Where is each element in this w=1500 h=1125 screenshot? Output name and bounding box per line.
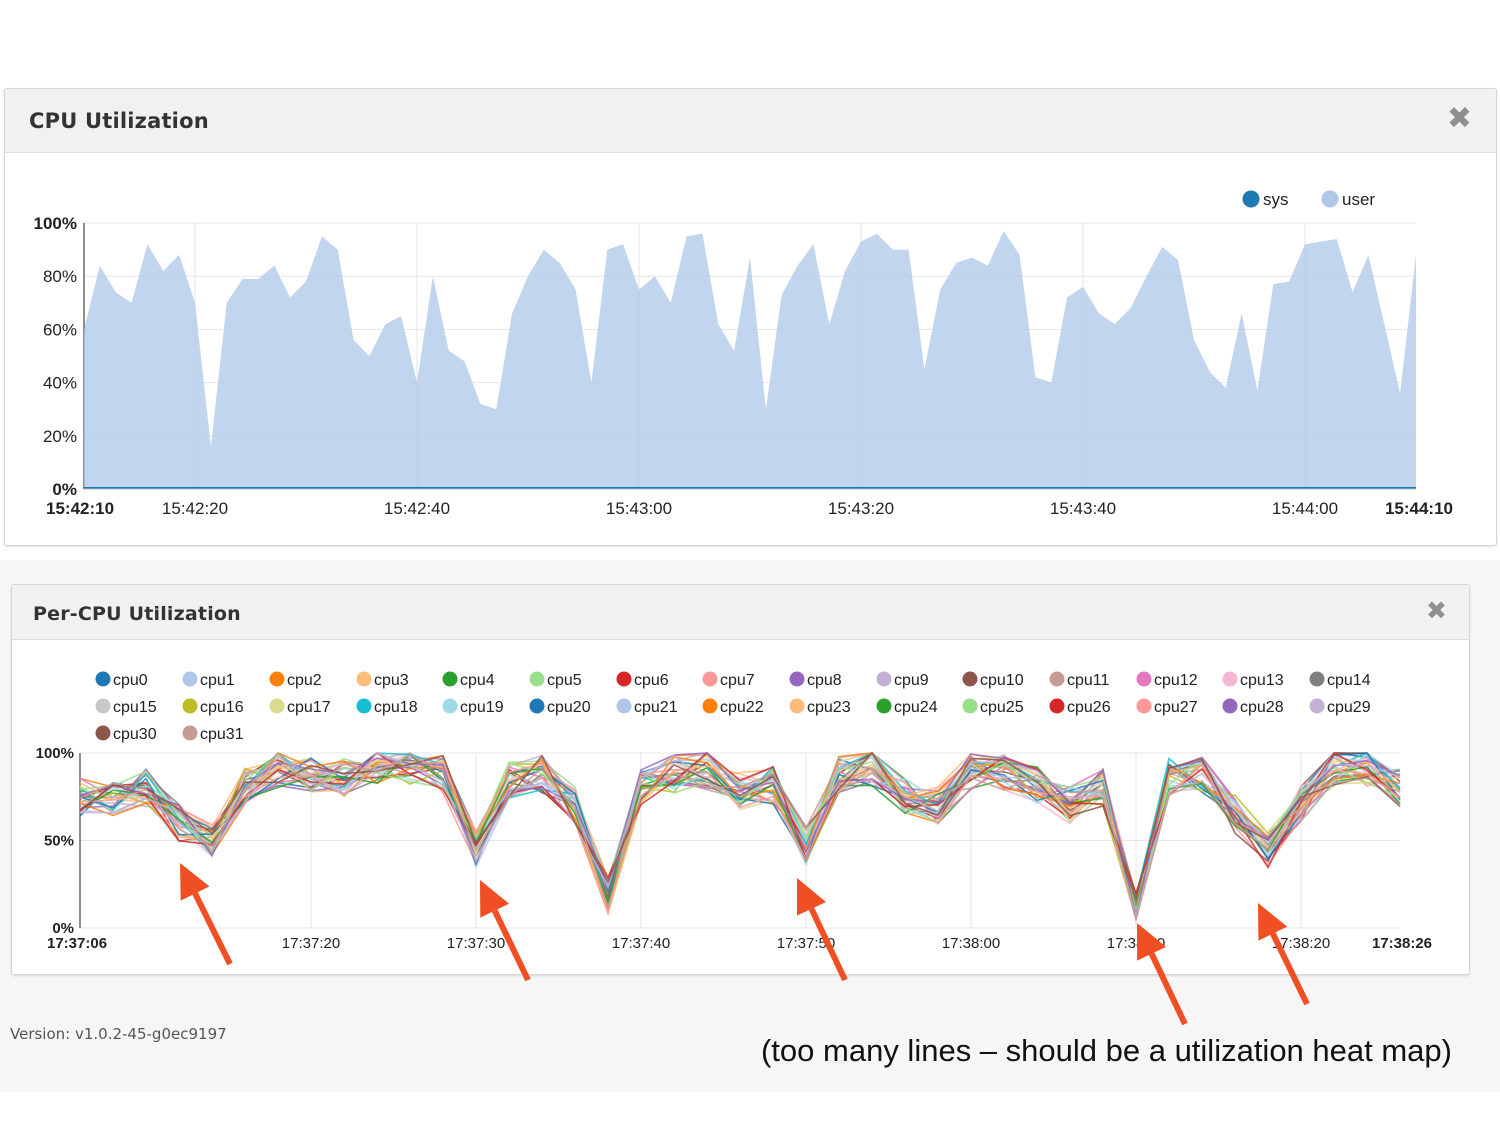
close-icon[interactable]: ✖ bbox=[1446, 101, 1472, 136]
cpu-panel-title: CPU Utilization bbox=[29, 109, 209, 133]
per-cpu-utilization-panel: Per-CPU Utilization ✖ bbox=[11, 584, 1470, 975]
annotation-text: (too many lines – should be a utilizatio… bbox=[760, 1033, 1452, 1068]
version-label: Version: v1.0.2-45-g0ec9197 bbox=[10, 1025, 227, 1043]
cpu-utilization-panel: CPU Utilization ✖ bbox=[4, 88, 1497, 546]
per-cpu-panel-header: Per-CPU Utilization ✖ bbox=[12, 585, 1469, 640]
cpu-panel-header: CPU Utilization ✖ bbox=[5, 89, 1496, 153]
per-cpu-panel-title: Per-CPU Utilization bbox=[33, 603, 241, 625]
close-icon[interactable]: ✖ bbox=[1426, 596, 1447, 625]
